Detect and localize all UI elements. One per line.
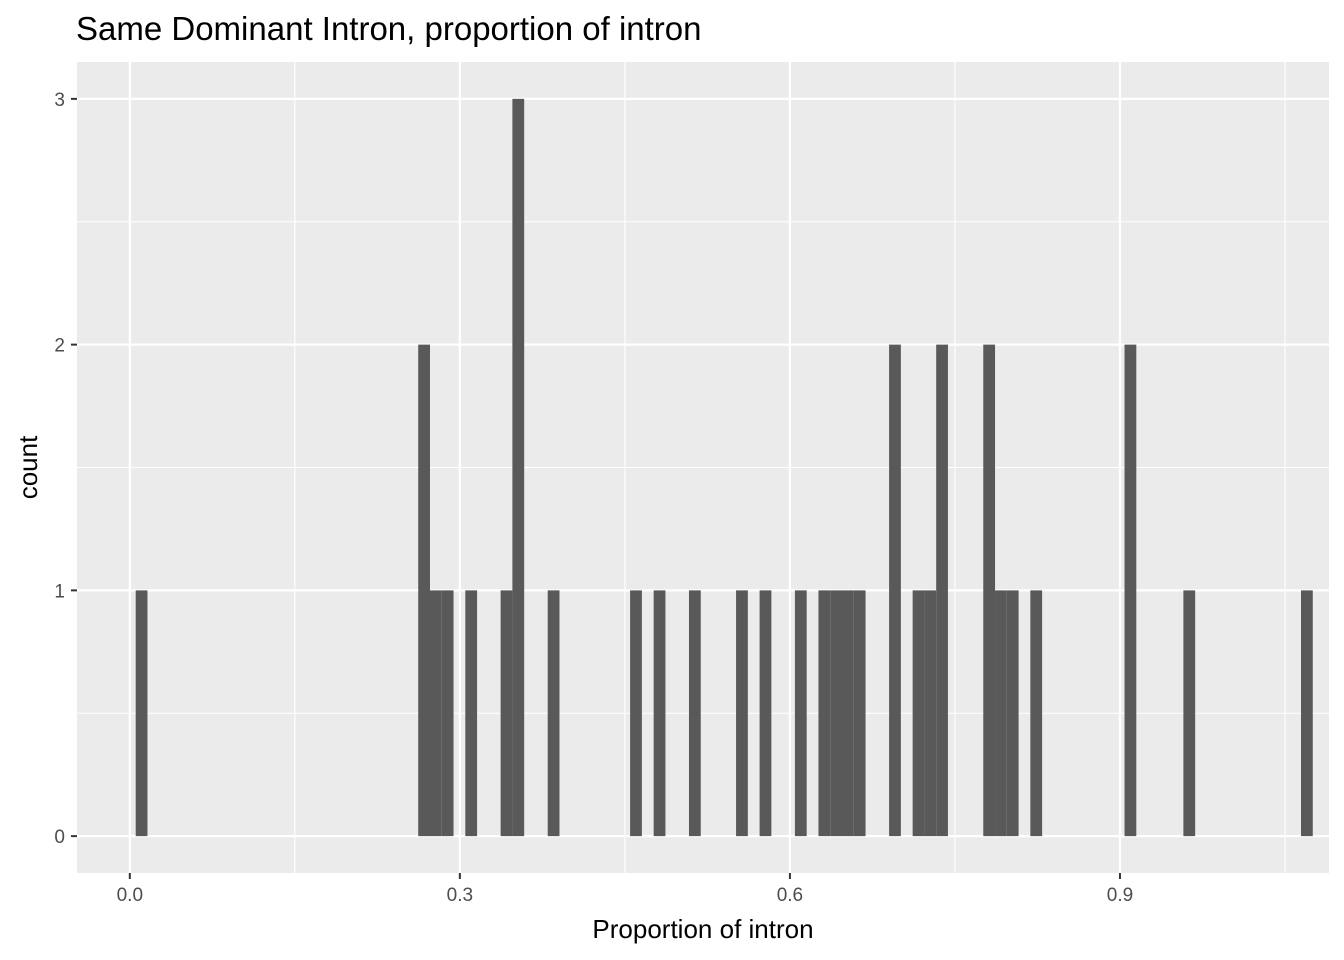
histogram-bar bbox=[924, 590, 937, 837]
histogram-bar bbox=[418, 344, 430, 837]
chart-title: Same Dominant Intron, proportion of intr… bbox=[76, 10, 702, 47]
histogram-bar bbox=[853, 590, 866, 837]
histogram-bar bbox=[912, 590, 925, 837]
histogram-bar bbox=[842, 590, 854, 837]
histogram-bar bbox=[688, 590, 701, 837]
histogram-bar bbox=[653, 590, 666, 837]
histogram-bar bbox=[1030, 590, 1043, 837]
histogram-bar bbox=[1124, 344, 1137, 837]
histogram-bar bbox=[889, 344, 901, 837]
histogram-bar bbox=[1006, 590, 1019, 837]
x-tick-label: 0.3 bbox=[447, 885, 473, 906]
histogram-bar bbox=[512, 98, 525, 837]
axes: 0.0 0.3 0.6 0.9 0 1 2 3 bbox=[54, 90, 1133, 906]
histogram-bar bbox=[465, 590, 478, 837]
y-tick-label: 1 bbox=[54, 581, 65, 602]
histogram-bar bbox=[1301, 590, 1313, 837]
y-tick-label: 0 bbox=[54, 827, 65, 848]
histogram-bar bbox=[995, 590, 1007, 837]
histogram-bar bbox=[630, 590, 642, 837]
histogram-bar bbox=[135, 590, 148, 837]
histogram-bar bbox=[794, 590, 807, 837]
histogram-bar bbox=[983, 344, 996, 837]
y-axis-title: count bbox=[13, 435, 43, 499]
y-tick-label: 2 bbox=[54, 336, 65, 357]
histogram-bar bbox=[936, 344, 948, 837]
y-tick-label: 3 bbox=[54, 90, 65, 111]
grid-lines bbox=[77, 62, 1329, 873]
histogram-bar bbox=[759, 590, 772, 837]
x-tick-label: 0.0 bbox=[117, 885, 143, 906]
histogram-bar bbox=[736, 590, 748, 837]
histogram-bar bbox=[1183, 590, 1196, 837]
bars bbox=[135, 98, 1313, 837]
histogram-bar bbox=[429, 590, 442, 837]
histogram-bar bbox=[441, 590, 454, 837]
histogram-bar bbox=[818, 590, 831, 837]
histogram-bar bbox=[547, 590, 560, 837]
x-tick-label: 0.9 bbox=[1107, 885, 1133, 906]
histogram-bar bbox=[830, 590, 843, 837]
x-tick-label: 0.6 bbox=[777, 885, 803, 906]
histogram-bar bbox=[500, 590, 513, 837]
x-axis-title: Proportion of intron bbox=[592, 914, 813, 944]
